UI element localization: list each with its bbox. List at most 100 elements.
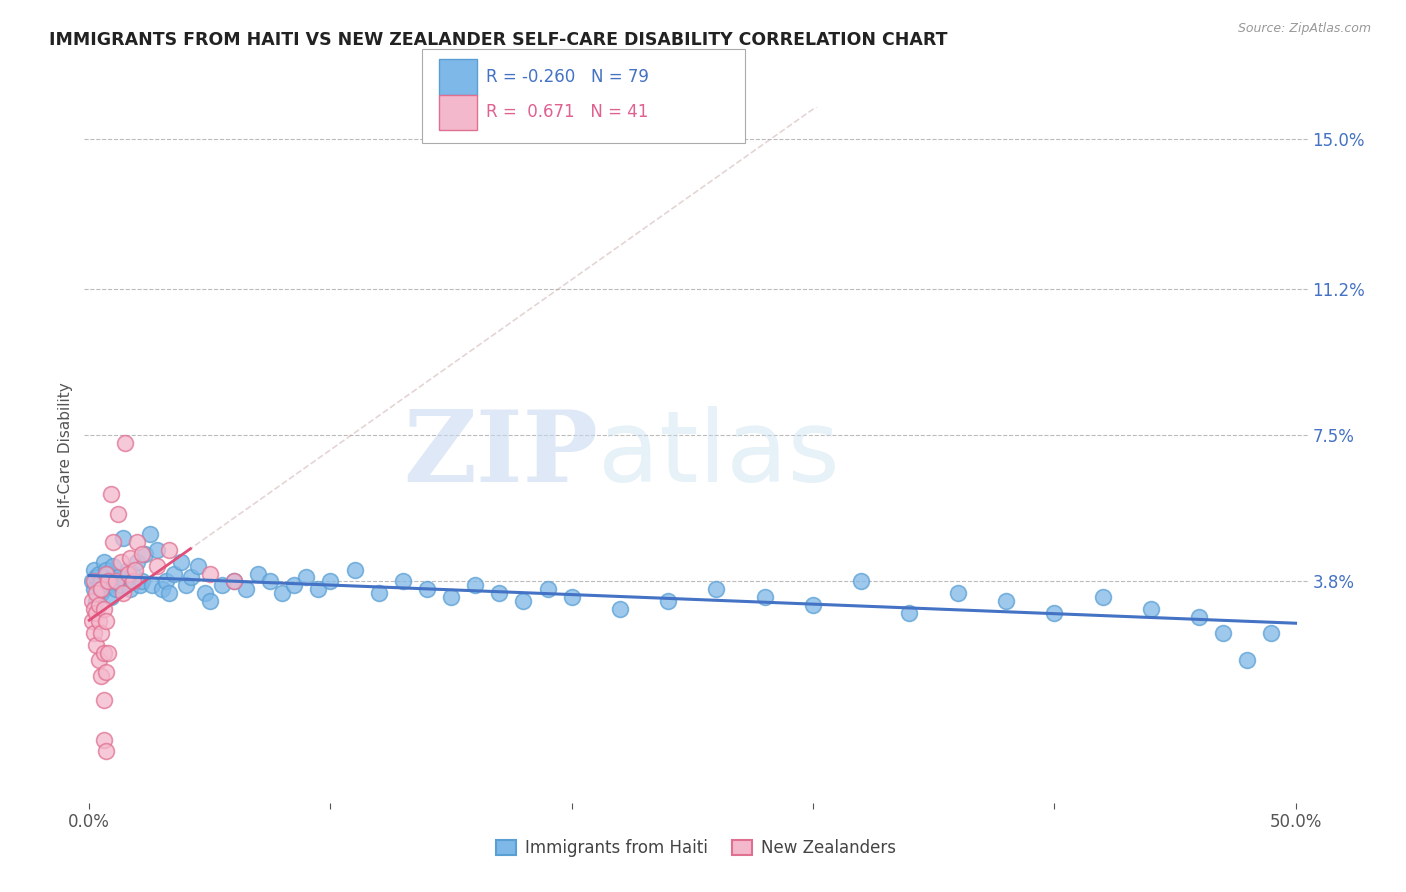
Point [145, 542, 167, 557]
Point [97, 574, 120, 589]
Point [1212, 625, 1234, 640]
Point [93, 732, 115, 747]
Point [111, 586, 134, 600]
Point [247, 566, 270, 581]
Point [104, 582, 127, 597]
Point [120, 582, 142, 597]
Point [80, 614, 103, 628]
Point [83, 563, 105, 577]
Point [440, 591, 463, 605]
Point [536, 582, 558, 597]
Point [180, 570, 202, 584]
Text: R = -0.260   N = 79: R = -0.260 N = 79 [486, 68, 650, 86]
Text: atlas: atlas [598, 407, 839, 503]
Point [162, 566, 184, 581]
Point [97, 566, 120, 581]
Point [83, 574, 105, 589]
Point [87, 578, 110, 592]
Point [83, 602, 105, 616]
Point [104, 574, 127, 589]
Point [1139, 602, 1161, 616]
Point [194, 586, 217, 600]
Point [295, 570, 318, 584]
Point [90, 586, 112, 600]
Point [124, 563, 146, 577]
Point [103, 574, 125, 589]
Point [157, 586, 180, 600]
Point [1043, 606, 1066, 620]
Point [128, 578, 150, 592]
Point [946, 586, 969, 600]
Point [97, 578, 120, 592]
Point [103, 534, 125, 549]
Legend: Immigrants from Haiti, New Zealanders: Immigrants from Haiti, New Zealanders [489, 833, 903, 864]
Point [100, 487, 122, 501]
Point [416, 582, 439, 597]
Point [222, 574, 245, 589]
Text: ZIP: ZIP [404, 407, 598, 503]
Point [94, 563, 117, 577]
Point [121, 574, 143, 589]
Point [367, 586, 389, 600]
Point [107, 507, 129, 521]
Point [127, 534, 149, 549]
Point [117, 566, 139, 581]
Point [94, 566, 117, 581]
Point [90, 625, 112, 640]
Point [754, 591, 776, 605]
Point [86, 594, 108, 608]
Point [512, 594, 534, 608]
Point [343, 563, 366, 577]
Point [150, 582, 173, 597]
Text: IMMIGRANTS FROM HAITI VS NEW ZEALANDER SELF-CARE DISABILITY CORRELATION CHART: IMMIGRANTS FROM HAITI VS NEW ZEALANDER S… [49, 31, 948, 49]
Point [211, 578, 233, 592]
Text: R =  0.671   N = 41: R = 0.671 N = 41 [486, 103, 648, 121]
Y-axis label: Self-Care Disability: Self-Care Disability [58, 383, 73, 527]
Point [83, 582, 105, 597]
Point [995, 594, 1018, 608]
Point [86, 606, 108, 620]
Point [235, 582, 257, 597]
Point [86, 570, 108, 584]
Point [87, 653, 110, 667]
Point [319, 574, 342, 589]
Point [87, 614, 110, 628]
Point [90, 574, 112, 589]
Point [283, 578, 305, 592]
Point [488, 586, 510, 600]
Point [93, 693, 115, 707]
Point [90, 582, 112, 597]
Point [134, 547, 156, 561]
Point [93, 646, 115, 660]
Point [141, 578, 163, 592]
Point [107, 570, 129, 584]
Point [86, 638, 108, 652]
Point [111, 531, 134, 545]
Point [80, 594, 103, 608]
Point [121, 566, 143, 581]
Point [93, 582, 115, 597]
Point [851, 574, 873, 589]
Point [222, 574, 245, 589]
Text: Source: ZipAtlas.com: Source: ZipAtlas.com [1237, 22, 1371, 36]
Point [157, 542, 180, 557]
Point [87, 598, 110, 612]
Point [464, 578, 486, 592]
Point [93, 602, 115, 616]
Point [138, 527, 160, 541]
Point [90, 669, 112, 683]
Point [1188, 610, 1211, 624]
Point [86, 586, 108, 600]
Point [94, 570, 117, 584]
Point [94, 614, 117, 628]
Point [83, 625, 105, 640]
Point [271, 586, 294, 600]
Point [131, 547, 153, 561]
Point [103, 558, 125, 573]
Point [155, 574, 177, 589]
Point [114, 436, 136, 450]
Point [100, 591, 122, 605]
Point [94, 665, 117, 680]
Point [259, 574, 281, 589]
Point [307, 582, 329, 597]
